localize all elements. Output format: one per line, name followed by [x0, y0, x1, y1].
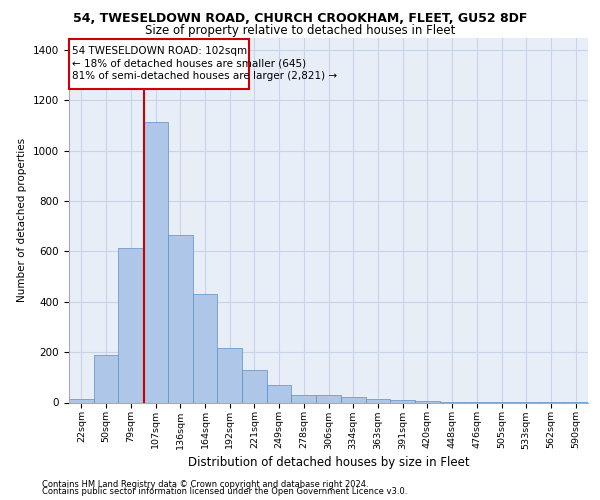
Bar — [365, 400, 390, 402]
FancyBboxPatch shape — [70, 39, 250, 89]
Bar — [415, 401, 440, 402]
Bar — [341, 398, 365, 402]
Text: 54 TWESELDOWN ROAD: 102sqm: 54 TWESELDOWN ROAD: 102sqm — [72, 46, 247, 56]
Text: Contains public sector information licensed under the Open Government Licence v3: Contains public sector information licen… — [42, 488, 407, 496]
Text: 81% of semi-detached houses are larger (2,821) →: 81% of semi-detached houses are larger (… — [73, 71, 338, 81]
Y-axis label: Number of detached properties: Number of detached properties — [17, 138, 28, 302]
Text: ← 18% of detached houses are smaller (645): ← 18% of detached houses are smaller (64… — [73, 58, 307, 68]
Bar — [118, 248, 143, 402]
X-axis label: Distribution of detached houses by size in Fleet: Distribution of detached houses by size … — [188, 456, 469, 468]
Text: 54, TWESELDOWN ROAD, CHURCH CROOKHAM, FLEET, GU52 8DF: 54, TWESELDOWN ROAD, CHURCH CROOKHAM, FL… — [73, 12, 527, 24]
Bar — [267, 385, 292, 402]
Bar — [94, 354, 118, 403]
Bar — [292, 396, 316, 402]
Bar — [168, 235, 193, 402]
Bar — [242, 370, 267, 402]
Bar — [69, 398, 94, 402]
Bar — [217, 348, 242, 403]
Bar — [390, 400, 415, 402]
Text: Size of property relative to detached houses in Fleet: Size of property relative to detached ho… — [145, 24, 455, 37]
Bar — [316, 395, 341, 402]
Bar — [193, 294, 217, 403]
Text: Contains HM Land Registry data © Crown copyright and database right 2024.: Contains HM Land Registry data © Crown c… — [42, 480, 368, 489]
Bar — [143, 122, 168, 402]
